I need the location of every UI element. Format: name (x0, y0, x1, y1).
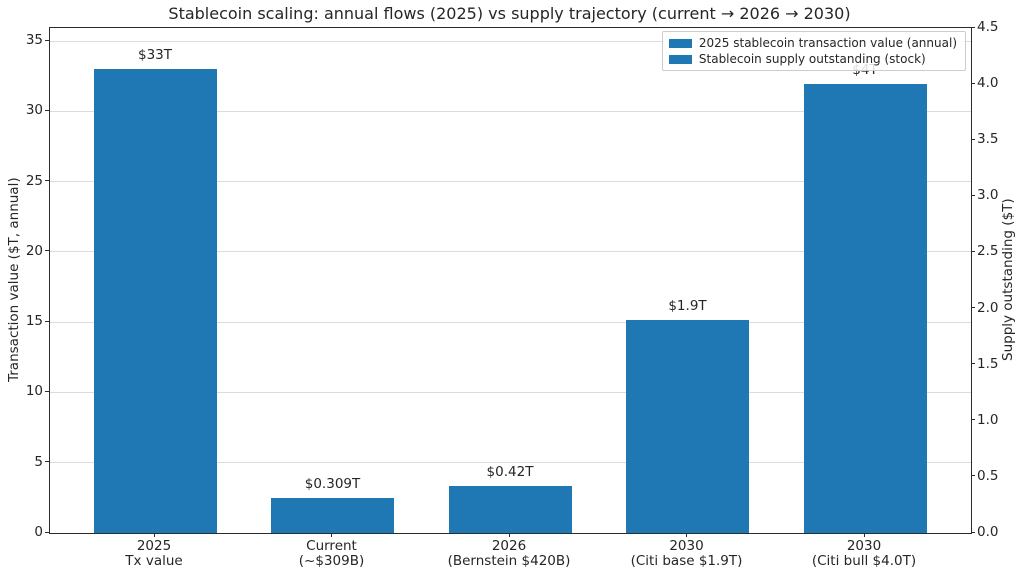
bar (803, 84, 927, 533)
bar-value-label: $33T (137, 47, 173, 64)
right-tick-mark (971, 138, 975, 140)
legend: 2025 stablecoin transaction value (annua… (661, 31, 966, 71)
left-tick-label: 25 (25, 172, 43, 189)
right-tick-label: 1.0 (977, 411, 999, 428)
x-tick-label: 2030 (Citi base $1.9T) (631, 539, 743, 569)
bar (626, 319, 749, 533)
x-tick-label: 2030 (Citi bull $4.0T) (812, 539, 916, 569)
x-tick-label-line: Current (306, 538, 357, 554)
right-tick-label: 0.5 (977, 467, 999, 484)
left-tick-mark (45, 39, 49, 41)
right-tick-label: 4.5 (977, 19, 999, 35)
right-tick-mark (971, 82, 975, 84)
right-tick-label: 0.0 (977, 524, 999, 540)
right-axis-label: Supply outstanding ($T) (1000, 198, 1016, 361)
x-tick-label-line: Tx value (125, 553, 183, 569)
x-tick-label-line: (Citi bull $4.0T) (811, 553, 917, 569)
gridline (50, 391, 971, 393)
left-tick-label: 15 (25, 313, 43, 330)
right-tick-mark (971, 194, 975, 196)
gridline (50, 181, 971, 183)
x-tick-mark (508, 533, 510, 537)
x-tick-label: Current (~$309B) (299, 539, 364, 569)
legend-label: 2025 stablecoin transaction value (annua… (698, 36, 957, 50)
gridline (50, 40, 971, 42)
x-tick-label-line: 2026 (491, 538, 527, 554)
right-tick-label: 3.5 (977, 131, 999, 148)
chart-title: Stablecoin scaling: annual flows (2025) … (168, 4, 851, 23)
x-tick-mark (863, 533, 865, 537)
legend-swatch (668, 38, 692, 48)
right-tick-label: 3.0 (977, 187, 999, 204)
left-tick-label: 10 (25, 383, 43, 400)
right-tick-mark (971, 307, 975, 309)
x-tick-label-line: (Bernstein $420B) (447, 553, 571, 569)
right-tick-label: 1.5 (977, 355, 999, 372)
x-tick-mark (153, 533, 155, 537)
left-tick-mark (45, 109, 49, 111)
left-tick-mark (45, 531, 49, 533)
right-tick-mark (971, 475, 975, 477)
right-tick-mark (971, 419, 975, 421)
bar (271, 498, 394, 533)
x-tick-label: 2025 Tx value (125, 539, 182, 569)
left-tick-label: 35 (25, 32, 43, 49)
left-tick-mark (45, 461, 49, 463)
left-tick-mark (45, 250, 49, 252)
gridline (50, 321, 971, 323)
right-tick-label: 2.0 (977, 299, 999, 316)
left-tick-mark (45, 180, 49, 182)
bar-value-label: $1.9T (668, 297, 707, 314)
gridline (50, 462, 971, 464)
x-tick-label-line: (~$309B) (298, 553, 365, 569)
bar-value-label: $0.309T (304, 476, 361, 493)
right-tick-label: 4.0 (977, 75, 999, 92)
left-tick-label: 5 (34, 453, 43, 470)
right-tick-mark (971, 363, 975, 365)
right-tick-mark (971, 531, 975, 533)
bar (93, 69, 217, 533)
gridline (50, 110, 971, 112)
x-tick-label: 2026 (Bernstein $420B) (448, 539, 571, 569)
legend-entry: 2025 stablecoin transaction value (annua… (668, 36, 957, 50)
right-tick-label: 2.5 (977, 243, 999, 260)
x-tick-mark (331, 533, 332, 537)
left-tick-label: 30 (25, 102, 43, 119)
bar (448, 485, 572, 533)
right-tick-mark (971, 250, 975, 252)
x-tick-label-line: 2025 (136, 538, 172, 554)
plot-area: $33T$0.309T$0.42T$1.9T$4T (49, 27, 972, 534)
x-tick-label-line: 2030 (846, 538, 882, 554)
legend-label: Stablecoin supply outstanding (stock) (698, 52, 926, 66)
left-tick-label: 20 (25, 242, 43, 259)
x-tick-label-line: 2030 (669, 538, 704, 554)
legend-entry: Stablecoin supply outstanding (stock) (668, 52, 957, 66)
x-tick-mark (686, 533, 687, 537)
left-tick-label: 0 (34, 524, 43, 540)
bar-value-label: $0.42T (486, 463, 534, 480)
x-tick-label-line: (Citi base $1.9T) (630, 553, 743, 569)
left-tick-mark (45, 390, 49, 392)
legend-swatch (668, 54, 692, 64)
left-tick-mark (45, 320, 49, 322)
right-tick-mark (971, 26, 975, 28)
gridline (50, 251, 971, 253)
